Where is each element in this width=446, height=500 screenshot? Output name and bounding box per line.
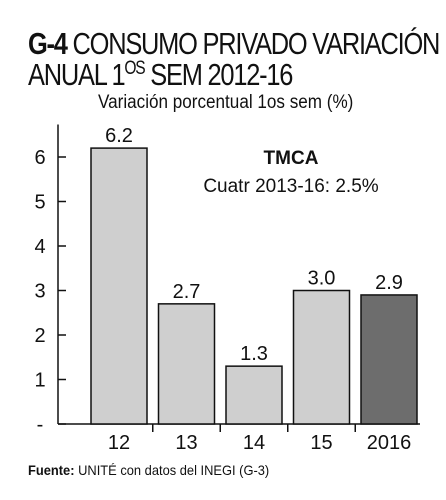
bar-data-label: 6.2: [105, 125, 133, 147]
bar: [157, 303, 216, 425]
chart-title: G-4 CONSUMO PRIVADO VARIACIÓN ANUAL 1OS S…: [28, 26, 440, 92]
y-tick-label: 2: [34, 325, 45, 347]
tmca-heading: TMCA: [264, 148, 319, 169]
y-axis: - 1 2 3 4 5 6: [34, 124, 66, 436]
chart-code: G-4: [28, 26, 68, 61]
bar-data-label: 3.0: [308, 268, 336, 290]
bar-data-label: 2.7: [173, 281, 201, 303]
y-tick-label: -: [37, 414, 44, 436]
y-tick-label: 5: [34, 192, 45, 214]
y-tick-label: 1: [34, 370, 45, 392]
bar: [292, 289, 351, 425]
x-tick-label: 15: [310, 432, 332, 454]
chart-title-line1: CONSUMO PRIVADO VARIACIÓN: [72, 26, 441, 61]
bar: [225, 365, 283, 425]
y-tick-label: 3: [34, 281, 45, 303]
x-tick-label: 14: [243, 432, 265, 454]
x-tick-label: 2016: [367, 432, 412, 454]
bar-data-label: 2.9: [375, 272, 403, 294]
x-tick-label: 13: [175, 432, 197, 454]
x-tick-label: 12: [108, 432, 130, 454]
bar: [360, 294, 418, 425]
y-tick-label: 4: [34, 236, 45, 258]
x-axis: 12 13 14 15 2016: [58, 423, 420, 454]
bar-data-label: 1.3: [240, 343, 268, 365]
source-label: Fuente:: [28, 462, 75, 478]
y-tick-label: 6: [34, 147, 45, 169]
source-text: UNITÉ con datos del INEGI (G-3): [74, 462, 270, 478]
chart-source: Fuente: UNITÉ con datos del INEGI (G-3): [28, 462, 269, 478]
bars: [90, 147, 418, 425]
bar: [90, 147, 148, 425]
bar-data-labels: 6.2 2.7 1.3 3.0 2.9: [105, 125, 403, 365]
tmca-text: Cuatr 2013-16: 2.5%: [203, 176, 378, 197]
chart-title-line2-pre: ANUAL 1: [28, 57, 126, 92]
chart-title-line2-post: SEM 2012-16: [144, 57, 293, 92]
chart-title-line2-sup: OS: [124, 58, 145, 79]
chart-subtitle: Variación porcentual 1os sem (%): [98, 92, 354, 113]
